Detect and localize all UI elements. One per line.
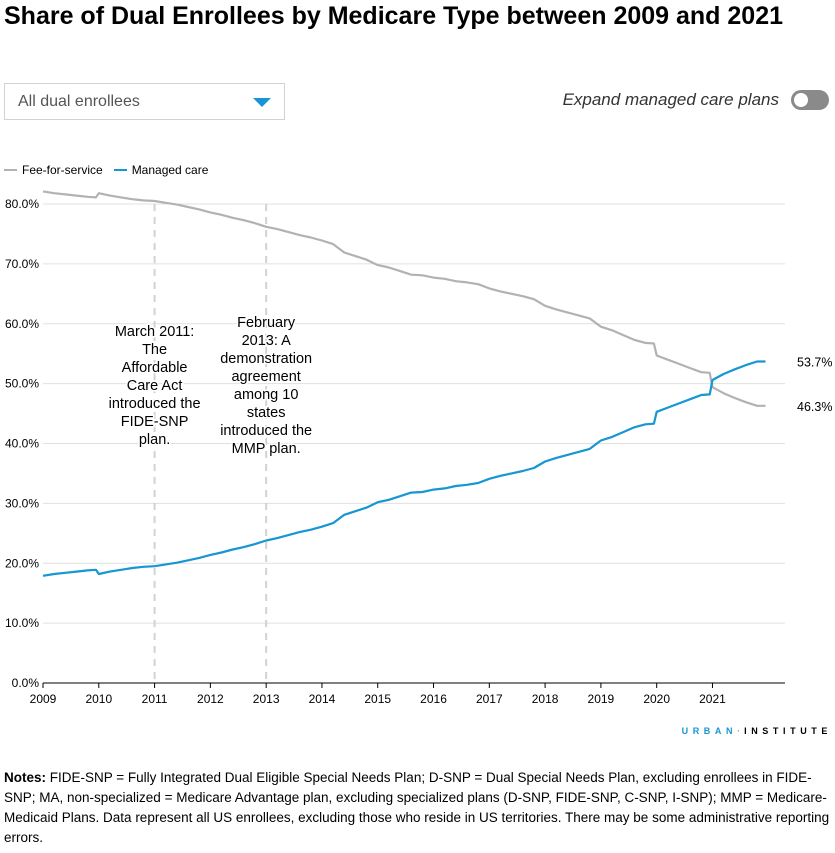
x-tick-label: 2009 bbox=[30, 692, 57, 706]
y-tick-label: 10.0% bbox=[5, 616, 39, 630]
annotation-text: MMP plan. bbox=[232, 441, 301, 457]
x-tick-label: 2010 bbox=[85, 692, 112, 706]
toggle-label: Expand managed care plans bbox=[562, 90, 779, 109]
annotation-text: March 2011: bbox=[115, 324, 195, 340]
y-tick-label: 30.0% bbox=[5, 496, 39, 510]
x-tick-label: 2018 bbox=[532, 692, 559, 706]
x-tick-label: 2013 bbox=[253, 692, 280, 706]
annotation-text: 2013: A bbox=[242, 333, 292, 349]
expand-managed-care-control: Expand managed care plans bbox=[563, 90, 829, 110]
x-tick-label: 2014 bbox=[309, 692, 336, 706]
y-tick-label: 20.0% bbox=[5, 556, 39, 570]
annotation-text: demonstration bbox=[220, 351, 312, 367]
end-label-fee-for-service: 46.3% bbox=[797, 400, 832, 414]
annotation-text: FIDE-SNP bbox=[121, 414, 189, 430]
legend-swatch-fee-for-service bbox=[4, 169, 17, 171]
notes-label: Notes: bbox=[4, 770, 47, 785]
y-tick-label: 0.0% bbox=[12, 676, 40, 690]
x-tick-label: 2021 bbox=[699, 692, 726, 706]
urban-institute-logo: URBAN·INSTITUTE bbox=[681, 726, 832, 736]
y-tick-label: 60.0% bbox=[5, 317, 39, 331]
x-tick-label: 2015 bbox=[364, 692, 391, 706]
y-tick-label: 80.0% bbox=[5, 197, 39, 211]
annotation-text: introduced the bbox=[109, 396, 201, 412]
x-tick-label: 2017 bbox=[476, 692, 503, 706]
legend-item-managed-care: Managed care bbox=[113, 163, 209, 177]
x-tick-label: 2019 bbox=[588, 692, 615, 706]
legend-label-managed-care: Managed care bbox=[131, 163, 209, 177]
chart-legend: Fee-for-service Managed care bbox=[4, 163, 219, 177]
toggle-knob bbox=[794, 93, 808, 107]
legend-item-fee-for-service: Fee-for-service bbox=[4, 163, 103, 177]
annotation-text: states bbox=[247, 405, 286, 421]
enrollee-group-dropdown[interactable]: All dual enrollees bbox=[4, 83, 285, 120]
y-tick-label: 40.0% bbox=[5, 437, 39, 451]
line-chart: 0.0% 10.0% 20.0% 30.0% 40.0% 50.0% 60.0% 70.0% 8… bbox=[5, 190, 832, 706]
line-series-fee-for-service bbox=[42, 190, 766, 407]
legend-swatch-managed-care bbox=[113, 169, 127, 171]
y-tick-label: 50.0% bbox=[5, 377, 39, 391]
end-label-managed-care: 53.7% bbox=[797, 355, 832, 369]
annotation-text: among 10 bbox=[234, 387, 299, 403]
annotation-text: Affordable bbox=[122, 360, 188, 376]
x-tick-label: 2016 bbox=[420, 692, 447, 706]
annotation-text: The bbox=[142, 342, 167, 358]
annotation-text: Care Act bbox=[127, 378, 183, 394]
chart-notes: Notes: FIDE-SNP = Fully Integrated Dual … bbox=[4, 768, 832, 848]
expand-managed-care-toggle[interactable] bbox=[791, 90, 829, 110]
annotation-text: agreement bbox=[231, 369, 300, 385]
annotation-text: introduced the bbox=[220, 423, 312, 439]
line-series-managed-care bbox=[42, 360, 766, 577]
chevron-down-icon[interactable] bbox=[253, 98, 271, 107]
x-tick-label: 2012 bbox=[197, 692, 224, 706]
annotation-text: plan. bbox=[139, 432, 170, 448]
notes-text: FIDE-SNP = Fully Integrated Dual Eligibl… bbox=[4, 770, 830, 845]
legend-label-fee-for-service: Fee-for-service bbox=[22, 163, 103, 177]
x-tick-label: 2011 bbox=[142, 692, 168, 706]
y-tick-label: 70.0% bbox=[5, 257, 39, 271]
x-tick-label: 2020 bbox=[643, 692, 670, 706]
annotation-text: February bbox=[237, 315, 296, 331]
chart-title: Share of Dual Enrollees by Medicare Type… bbox=[4, 2, 784, 30]
dropdown-selected-value: All dual enrollees bbox=[18, 93, 140, 110]
